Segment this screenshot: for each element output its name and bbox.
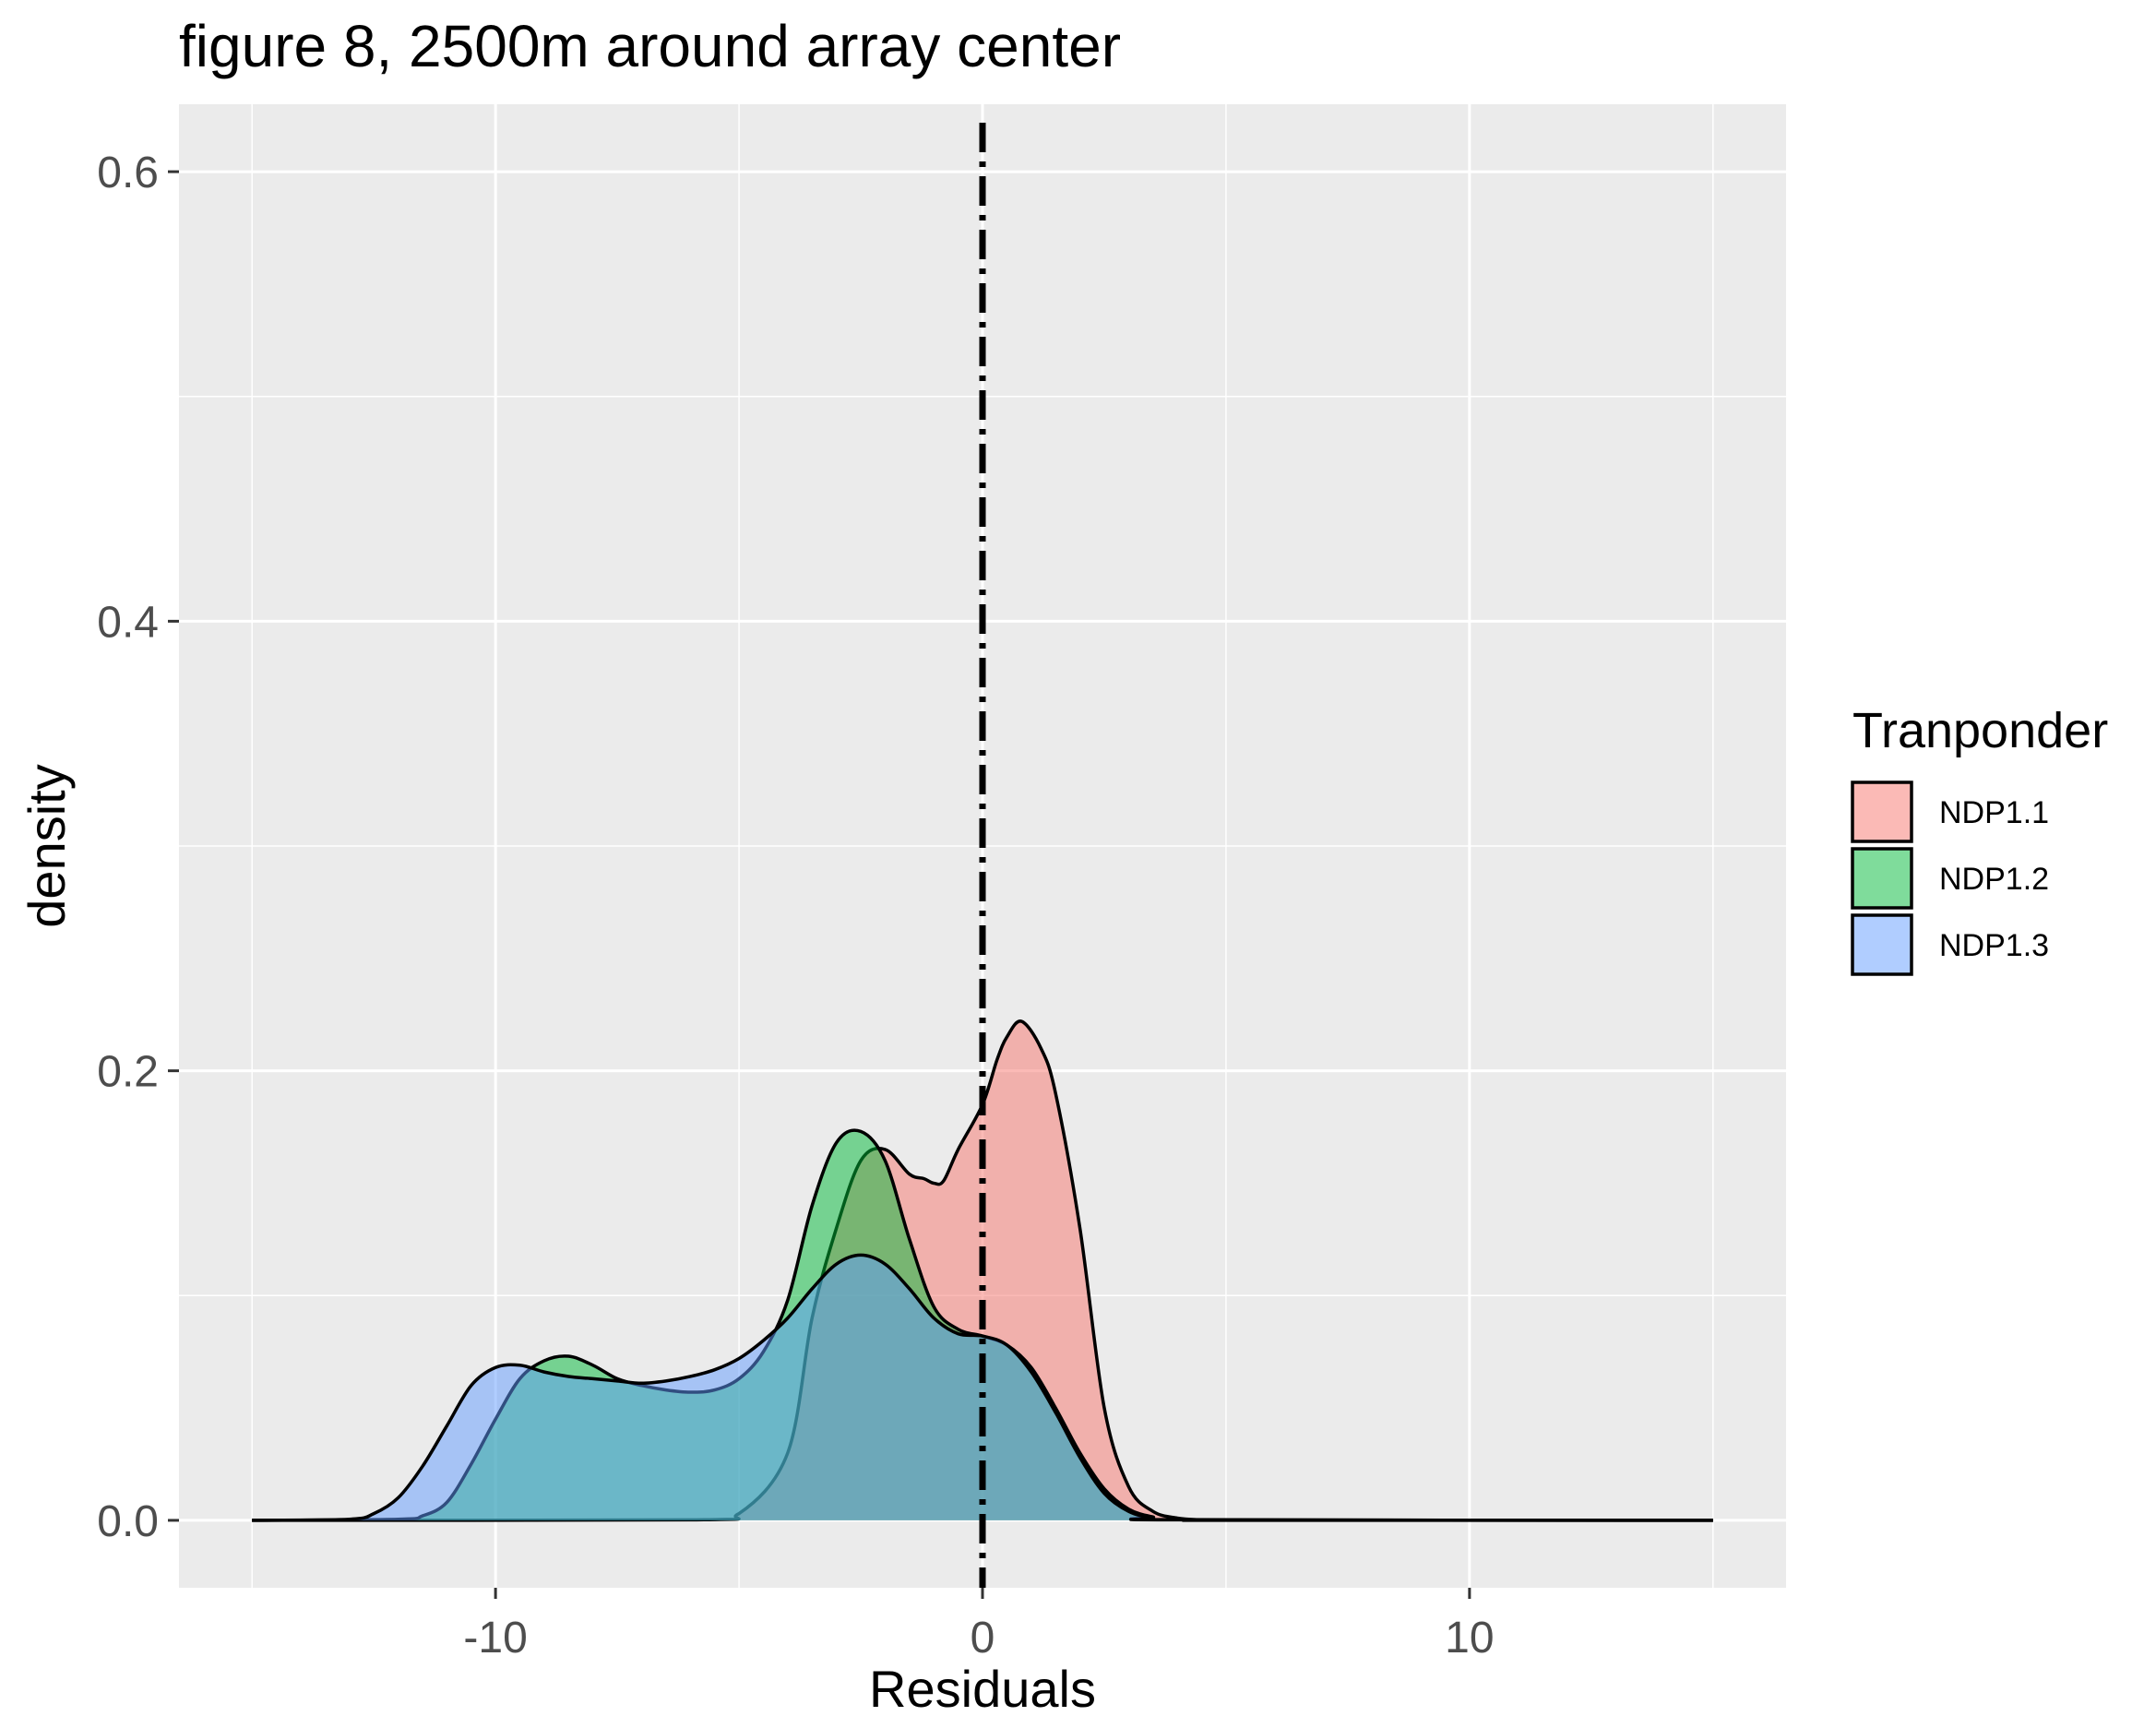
y-axis-ticks: 0.0 0.2 0.4 0.6 xyxy=(97,149,179,1546)
x-tick-label: 10 xyxy=(1445,1614,1494,1662)
y-tick-label: 0.6 xyxy=(97,149,159,197)
y-axis-title: density xyxy=(18,764,76,927)
y-tick-label: 0.2 xyxy=(97,1048,159,1097)
x-tick-label: 0 xyxy=(971,1614,995,1662)
legend-key-NDP1.2 xyxy=(1851,847,1913,910)
legend-key-NDP1.1 xyxy=(1851,781,1913,843)
x-tick-label: -10 xyxy=(463,1614,527,1662)
chart-title: figure 8, 2500m around array center xyxy=(179,13,1121,79)
legend-label-NDP1.3: NDP1.3 xyxy=(1939,928,2049,963)
legend: Tranponder NDP1.1 NDP1.2 NDP1.3 xyxy=(1851,703,2108,976)
legend-label-NDP1.1: NDP1.1 xyxy=(1939,795,2049,830)
x-axis-ticks: -10 0 10 xyxy=(463,1588,1495,1662)
legend-label-NDP1.2: NDP1.2 xyxy=(1939,862,2049,897)
density-line-NDP1.3 xyxy=(252,1253,1713,1522)
legend-title: Tranponder xyxy=(1852,703,2108,758)
x-axis-title: Residuals xyxy=(869,1660,1096,1718)
density-area-NDP1.3 xyxy=(252,1255,1713,1520)
y-tick-label: 0.4 xyxy=(97,598,159,647)
legend-key-NDP1.3 xyxy=(1851,913,1913,976)
y-tick-label: 0.0 xyxy=(97,1497,159,1546)
